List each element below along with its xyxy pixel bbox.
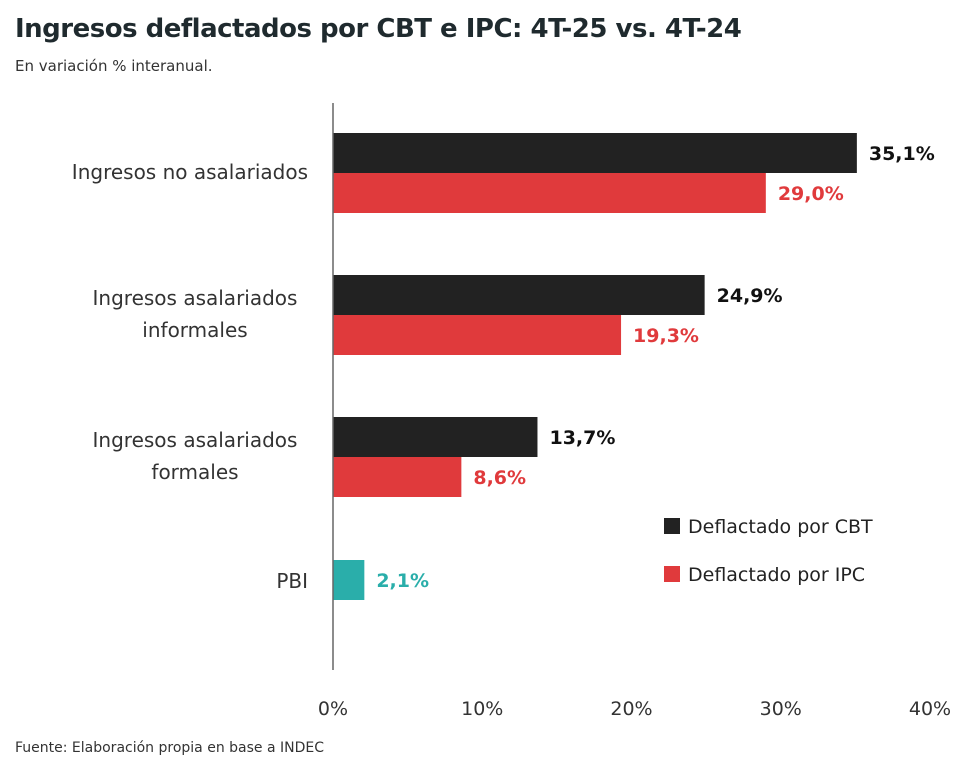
x-tick-label: 20%: [610, 698, 652, 720]
chart-subtitle: En variación % interanual.: [15, 57, 213, 75]
bar-ipc: [333, 315, 622, 355]
legend-label: Deflactado por CBT: [688, 516, 873, 538]
x-tick-label: 10%: [461, 698, 503, 720]
x-tick-label: 30%: [760, 698, 802, 720]
source-note: Fuente: Elaboración propia en base a IND…: [15, 740, 324, 756]
data-label: 29,0%: [778, 183, 844, 205]
data-label: 2,1%: [376, 570, 429, 592]
bar-pbi: [333, 560, 365, 600]
category-label: Ingresos asalariados: [93, 286, 298, 310]
legend-swatch: [664, 566, 680, 582]
legend-swatch: [664, 518, 680, 534]
data-label: 24,9%: [717, 285, 783, 307]
chart-title: Ingresos deflactados por CBT e IPC: 4T-2…: [15, 14, 742, 44]
x-tick-label: 40%: [909, 698, 951, 720]
x-tick-label: 0%: [318, 698, 348, 720]
data-label: 35,1%: [869, 143, 935, 165]
category-label: informales: [142, 318, 247, 342]
bar-ipc: [333, 457, 462, 497]
category-label: formales: [151, 460, 238, 484]
legend-label: Deflactado por IPC: [688, 564, 865, 586]
data-label: 8,6%: [473, 467, 526, 489]
data-label: 19,3%: [633, 325, 699, 347]
data-label: 13,7%: [549, 427, 615, 449]
category-label: Ingresos no asalariados: [72, 160, 308, 184]
bar-ipc: [333, 173, 766, 213]
bar-cbt: [333, 275, 705, 315]
category-label: PBI: [276, 569, 308, 593]
bar-cbt: [333, 133, 857, 173]
category-label: Ingresos asalariados: [93, 428, 298, 452]
bar-cbt: [333, 417, 538, 457]
